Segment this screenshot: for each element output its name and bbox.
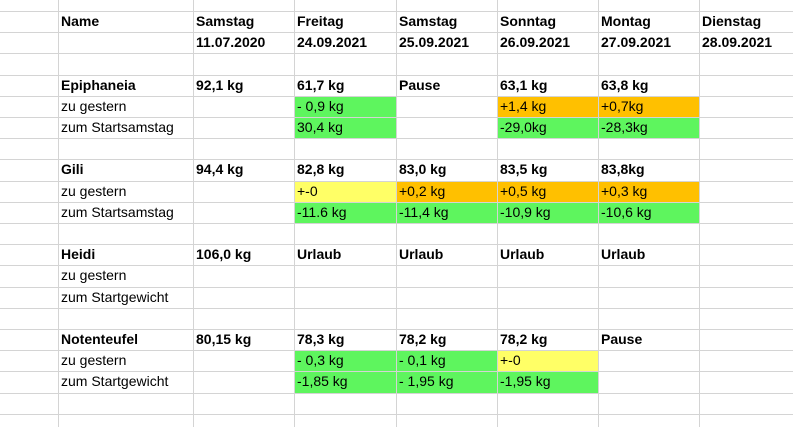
cell-fill: [497, 371, 598, 393]
cell-text: - 1,95 kg: [399, 373, 454, 390]
cell-text: 83,8kg: [601, 161, 645, 178]
cell-text: -1,95 kg: [500, 373, 551, 390]
cell-text: Urlaub: [297, 246, 342, 263]
row-label: zu gestern: [61, 182, 127, 199]
grid-line: [58, 0, 59, 427]
cell-text: +0,7kg: [601, 97, 644, 114]
cell-text: 27.09.2021: [601, 34, 672, 51]
grid-line: [193, 0, 194, 427]
cell-fill: [598, 201, 699, 223]
grid-line: [598, 0, 599, 427]
grid-line: [294, 0, 295, 427]
cell-text: 28.09.2021: [702, 34, 773, 51]
row-label: zu gestern: [61, 267, 127, 284]
cell-text: 24.09.2021: [297, 34, 368, 51]
row-label: zum Startsamstag: [61, 119, 174, 135]
cell-text: 63,8 kg: [601, 76, 649, 93]
cell-text: Sonntag: [500, 13, 556, 29]
cell-text: 78,2 kg: [500, 331, 548, 347]
cell-text: Pause: [399, 76, 441, 93]
grid-line: [497, 0, 498, 427]
cell-text: 83,0 kg: [399, 161, 447, 178]
row-label: Epiphaneia: [61, 76, 136, 93]
cell-text: 92,1 kg: [196, 76, 244, 93]
cell-text: 94,4 kg: [196, 161, 244, 178]
cell-text: Urlaub: [500, 246, 545, 263]
cell-text: Montag: [601, 13, 651, 29]
cell-fill: [396, 201, 497, 223]
cell-text: 63,1 kg: [500, 76, 548, 93]
row-label: zum Startgewicht: [61, 288, 169, 305]
cell-text: Urlaub: [601, 246, 646, 263]
cell-text: +0,3 kg: [601, 182, 648, 199]
row-label: Gili: [61, 161, 84, 178]
cell-fill: [396, 180, 497, 202]
cell-text: 80,15 kg: [196, 331, 252, 347]
cell-fill: [294, 350, 396, 372]
cell-text: 11.07.2020: [196, 34, 266, 51]
cell-text: - 0,3 kg: [297, 352, 344, 369]
cell-text: Samstag: [399, 13, 458, 29]
cell-fill: [497, 95, 598, 117]
cell-text: - 0,1 kg: [399, 352, 446, 369]
row-label: zu gestern: [61, 97, 127, 114]
cell-text: 30,4 kg: [297, 119, 343, 135]
cell-text: 78,2 kg: [399, 331, 447, 347]
cell-fill: [598, 95, 699, 117]
cell-text: -1,85 kg: [297, 373, 348, 390]
cell-fill: [598, 180, 699, 202]
cell-fill: [396, 350, 497, 372]
cell-text: +0,5 kg: [500, 182, 547, 199]
row-label: zu gestern: [61, 352, 127, 369]
cell-fill: [294, 180, 396, 202]
cell-text: +-0: [500, 352, 521, 369]
cell-text: 83,5 kg: [500, 161, 548, 178]
cell-text: -11,4 kg: [399, 203, 449, 220]
cell-text: Dienstag: [702, 13, 762, 29]
cell-fill: [497, 117, 598, 139]
cell-text: - 0,9 kg: [297, 97, 344, 114]
cell-text: 82,8 kg: [297, 161, 345, 178]
cell-fill: [294, 117, 396, 139]
cell-text: -28,3kg: [601, 119, 648, 135]
cell-text: -10,6 kg: [601, 203, 652, 220]
cell-fill: [396, 371, 497, 393]
cell-fill: [294, 371, 396, 393]
cell-text: Pause: [601, 331, 643, 347]
cell-fill: [294, 201, 396, 223]
cell-fill: [598, 117, 699, 139]
cell-text: -29,0kg: [500, 119, 547, 135]
row-label: zum Startgewicht: [61, 373, 169, 390]
cell-fill: [497, 201, 598, 223]
cell-text: +1,4 kg: [500, 97, 547, 114]
row-label: zum Startsamstag: [61, 203, 174, 220]
cell-text: 78,3 kg: [297, 331, 345, 347]
cell-text: 106,0 kg: [196, 246, 252, 263]
row-label: Heidi: [61, 246, 96, 263]
cell-text: Freitag: [297, 13, 344, 29]
grid-line: [396, 0, 397, 427]
cell-text: +0,2 kg: [399, 182, 446, 199]
cell-text: +-0: [297, 182, 318, 199]
cell-text: 25.09.2021: [399, 34, 470, 51]
grid-line: [699, 0, 700, 427]
cell-fill: [294, 95, 396, 117]
cell-fill: [497, 350, 598, 372]
cell-fill: [497, 180, 598, 202]
row-label: Notenteufel: [61, 331, 138, 347]
cell-text: -10,9 kg: [500, 203, 551, 220]
cell-text: Urlaub: [399, 246, 444, 263]
cell-text: 61,7 kg: [297, 76, 345, 93]
row-label: Name: [61, 13, 100, 29]
cell-text: 26.09.2021: [500, 34, 571, 51]
cell-text: -11.6 kg: [297, 203, 347, 220]
cell-text: Samstag: [196, 13, 255, 29]
